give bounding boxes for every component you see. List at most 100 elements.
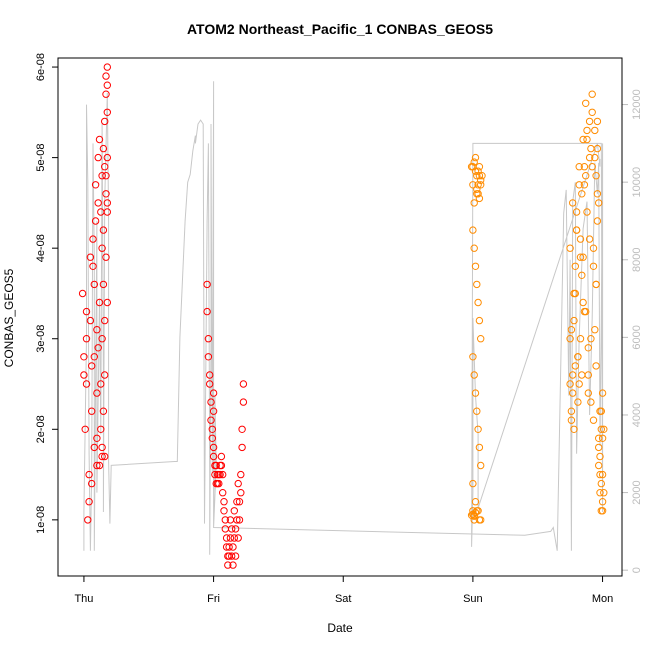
data-point-red	[231, 552, 240, 560]
data-point-orange	[600, 489, 608, 497]
data-point-orange	[569, 389, 577, 397]
x-axis-label: Date	[327, 621, 353, 635]
data-point-red	[209, 407, 218, 415]
data-point-orange	[588, 108, 596, 117]
data-point-red	[97, 380, 105, 388]
data-point-red	[82, 380, 91, 388]
data-point-red	[103, 298, 112, 307]
data-point-red	[85, 498, 93, 506]
data-point-orange	[477, 335, 485, 343]
data-point-red	[98, 443, 106, 452]
data-point-red	[89, 262, 97, 270]
data-point-red	[204, 353, 213, 361]
data-point-orange	[567, 407, 576, 415]
data-point-orange	[589, 262, 598, 270]
data-point-red	[90, 280, 99, 289]
y2-tick-label: 6000	[631, 325, 643, 349]
data-point-red	[80, 353, 88, 361]
data-point-red	[95, 461, 104, 470]
data-point-red	[207, 398, 215, 406]
data-point-red	[220, 498, 228, 506]
data-point-orange	[595, 434, 603, 442]
data-point-red	[209, 452, 218, 461]
x-tick-label: Sun	[463, 593, 483, 605]
data-point-orange	[570, 289, 578, 298]
data-point-orange	[597, 407, 605, 415]
data-point-orange	[469, 479, 477, 488]
data-point-orange	[589, 244, 598, 252]
data-point-red	[85, 470, 93, 479]
data-point-orange	[598, 389, 607, 397]
data-point-red	[101, 452, 109, 461]
axes: Thu Fri Sat Sun Mon 1e-08 2e-08 3e-08 4e-08 5e-08…	[35, 53, 643, 605]
data-point-orange	[582, 307, 590, 316]
data-point-orange	[475, 443, 484, 452]
data-point-orange	[598, 470, 607, 479]
data-point-red	[239, 398, 248, 406]
data-point-red	[88, 479, 96, 488]
data-point-red	[230, 534, 239, 542]
data-point-red	[103, 153, 112, 162]
data-point-red	[209, 389, 218, 397]
data-point-red	[98, 172, 106, 180]
data-point-orange	[470, 244, 478, 252]
y-tick-label: 4e-08	[35, 234, 47, 262]
data-point-orange	[580, 181, 589, 189]
data-points	[78, 63, 608, 569]
data-point-orange	[593, 117, 602, 126]
altitude-line	[83, 81, 604, 555]
data-point-red	[103, 108, 112, 117]
data-point-red	[231, 525, 240, 533]
data-point-orange	[567, 416, 576, 424]
data-point-orange	[585, 235, 594, 243]
data-point-orange	[470, 516, 478, 524]
data-point-orange	[596, 452, 604, 461]
data-point-orange	[583, 208, 591, 216]
data-point-orange	[597, 425, 605, 433]
data-point-red	[90, 353, 99, 361]
data-point-red	[235, 516, 244, 524]
data-point-orange	[600, 425, 608, 433]
data-point-orange	[593, 144, 602, 153]
data-point-orange	[592, 172, 600, 180]
data-point-red	[102, 72, 110, 80]
data-point-red	[234, 534, 242, 542]
data-point-orange	[595, 443, 603, 452]
data-point-red	[102, 253, 110, 261]
data-point-orange	[470, 371, 478, 379]
data-point-orange	[585, 153, 594, 162]
y2-tick-label: 12000	[631, 89, 643, 120]
data-point-orange	[576, 253, 585, 261]
x-tick-label: Sat	[335, 593, 352, 605]
data-point-orange	[469, 226, 477, 234]
data-point-orange	[598, 434, 607, 442]
data-point-red	[88, 407, 96, 415]
data-point-orange	[566, 335, 574, 343]
data-point-orange	[473, 280, 481, 289]
data-point-orange	[582, 99, 590, 108]
data-point-orange	[469, 510, 477, 519]
data-point-red	[93, 461, 101, 470]
data-point-red	[224, 561, 232, 569]
data-point-orange	[592, 280, 600, 289]
data-point-red	[80, 371, 88, 379]
data-point-orange	[591, 326, 599, 334]
altitude-trace	[83, 81, 604, 555]
y2-tick-label: 10000	[631, 167, 643, 198]
data-point-red	[86, 253, 95, 261]
data-point-orange	[471, 153, 480, 162]
data-point-orange	[471, 262, 480, 270]
data-point-orange	[569, 199, 577, 207]
data-point-orange	[575, 380, 583, 388]
data-point-orange	[572, 226, 581, 234]
data-point-orange	[574, 398, 582, 406]
y2-tick-label: 2000	[631, 480, 643, 504]
data-point-red	[101, 163, 109, 171]
data-point-orange	[593, 217, 602, 225]
y-tick-label: 6e-08	[35, 53, 47, 81]
data-point-red	[88, 362, 96, 370]
data-point-red	[91, 217, 100, 225]
data-point-orange	[570, 425, 578, 433]
data-point-red	[102, 90, 110, 98]
